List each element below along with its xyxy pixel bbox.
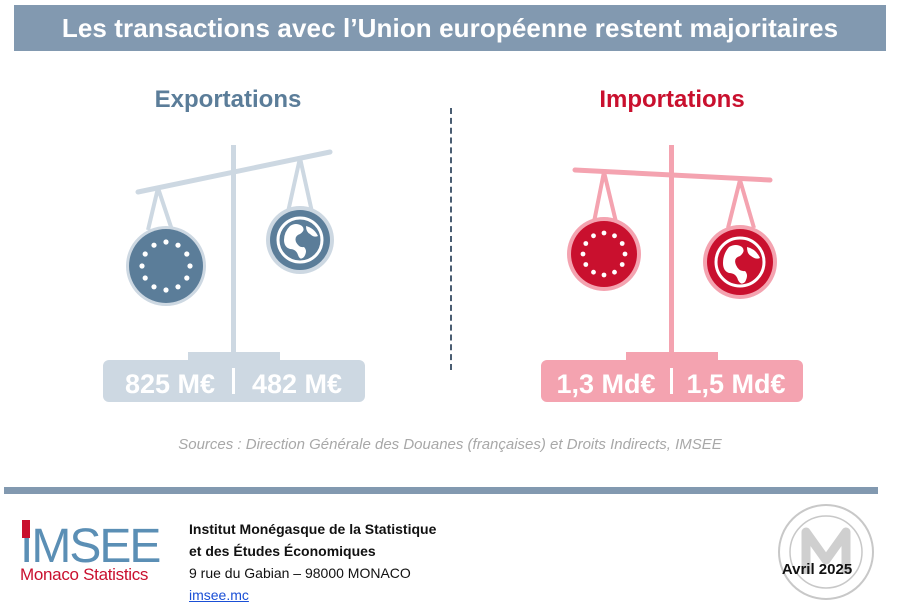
org-name-line2: et des Études Économiques — [189, 543, 376, 559]
org-info: Institut Monégasque de la Statistique et… — [189, 518, 436, 606]
website-link[interactable]: imsee.mc — [189, 587, 249, 603]
exports-eu-value: 825 M€ — [125, 369, 215, 399]
center-divider — [450, 108, 452, 370]
imsee-logo: IMSEE — [20, 520, 161, 573]
page-title-banner: Les transactions avec l’Union européenne… — [14, 5, 886, 51]
page-title: Les transactions avec l’Union européenne… — [61, 12, 839, 43]
logo-subtitle: Monaco Statistics — [20, 565, 149, 584]
imports-heading: Importations — [599, 86, 745, 113]
imports-world-value: 1,5 Md€ — [686, 369, 785, 399]
sources-note: Sources : Direction Générale des Douanes… — [178, 436, 722, 453]
publication-date: Avril 2025 — [781, 561, 853, 578]
imports-eu-value: 1,3 Md€ — [556, 369, 655, 399]
org-address: 9 rue du Gabian – 98000 MONACO — [189, 565, 411, 581]
exports-world-value: 482 M€ — [252, 369, 342, 399]
monaco-statistics-seal — [778, 504, 874, 600]
imports-globe-icon — [703, 225, 777, 299]
svg-text:IMSEE: IMSEE — [20, 520, 159, 573]
exports-globe-icon — [266, 206, 334, 274]
imports-scale — [541, 145, 803, 402]
exports-scale — [103, 145, 365, 402]
footer-rule — [4, 487, 878, 494]
org-name-line1: Institut Monégasque de la Statistique — [189, 521, 437, 537]
exports-heading: Exportations — [154, 86, 302, 113]
scales-illustration: 825 M€ 482 M€ 1,3 Md€ 1,5 Md€ — [103, 145, 803, 402]
exports-eu-icon — [126, 226, 206, 306]
imports-eu-icon — [567, 217, 641, 291]
